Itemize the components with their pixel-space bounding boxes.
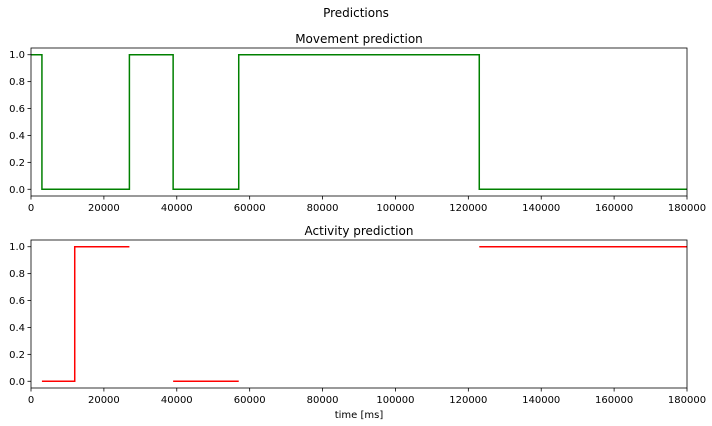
panel-1: Movement prediction 0 20000 40000 60000 80000… — [9, 32, 706, 214]
x-tick-label: 180000 — [668, 395, 706, 406]
panel-title: Movement prediction — [295, 32, 423, 46]
x-tick-label: 160000 — [595, 395, 633, 406]
y-tick-label: 0.2 — [9, 158, 25, 169]
y-tick-label: 0.0 — [9, 377, 25, 388]
y-tick-label: 0.4 — [9, 323, 25, 334]
y-tick-label: 0.8 — [9, 77, 25, 88]
x-tick-label: 100000 — [376, 395, 414, 406]
y-tick-label: 0.0 — [9, 185, 25, 196]
x-tick-label: 40000 — [161, 203, 193, 214]
x-tick-label: 0 — [28, 395, 34, 406]
x-tick-label: 0 — [28, 203, 34, 214]
series-line-segment — [31, 53, 687, 191]
series-line-segment — [41, 245, 130, 383]
x-tick-label: 60000 — [234, 203, 266, 214]
x-tick-label: 60000 — [234, 395, 266, 406]
x-tick-label: 40000 — [161, 395, 193, 406]
x-tick-label: 20000 — [88, 203, 120, 214]
x-tick-label: 20000 — [88, 395, 120, 406]
x-tick-label: 180000 — [668, 203, 706, 214]
panel-title: Activity prediction — [305, 224, 414, 238]
x-axis-label: time [ms] — [335, 410, 384, 421]
y-tick-label: 0.8 — [9, 269, 25, 280]
x-tick-label: 140000 — [522, 203, 560, 214]
y-tick-label: 0.6 — [9, 104, 25, 115]
x-tick-label: 120000 — [449, 203, 487, 214]
axes-frame — [30, 239, 688, 389]
y-tick-label: 0.2 — [9, 350, 25, 361]
x-tick-label: 80000 — [307, 395, 339, 406]
x-tick-label: 120000 — [449, 395, 487, 406]
y-tick-label: 1.0 — [9, 242, 25, 253]
figure-title: Predictions — [323, 6, 389, 20]
y-tick-label: 0.6 — [9, 296, 25, 307]
x-tick-label: 80000 — [307, 203, 339, 214]
x-tick-label: 100000 — [376, 203, 414, 214]
x-tick-label: 140000 — [522, 395, 560, 406]
y-tick-label: 1.0 — [9, 50, 25, 61]
y-tick-label: 0.4 — [9, 131, 25, 142]
panel-2: Activity prediction 0 20000 40000 60000 80000… — [9, 224, 706, 421]
x-tick-label: 160000 — [595, 203, 633, 214]
axes-frame — [30, 47, 688, 197]
